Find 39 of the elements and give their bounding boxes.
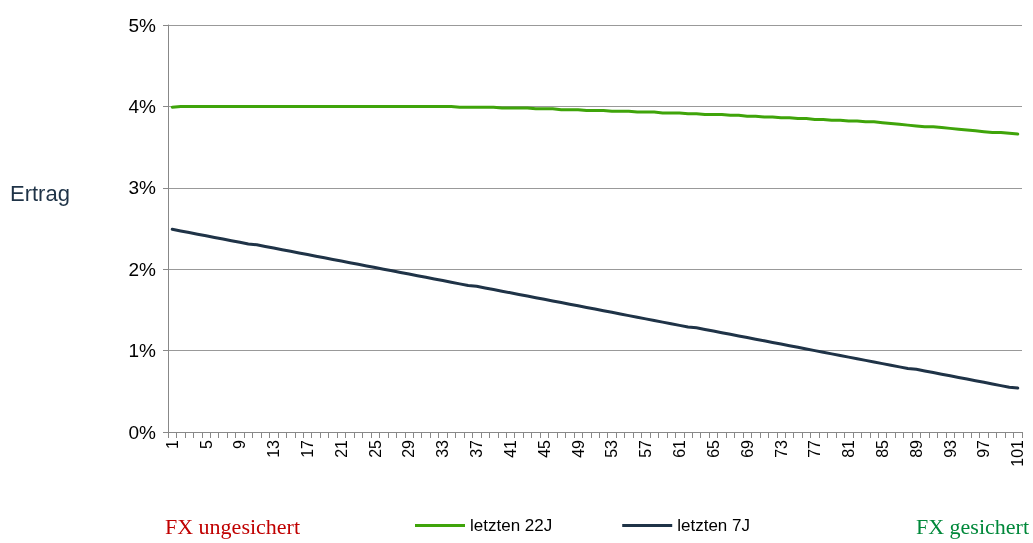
legend-label: letzten 7J bbox=[677, 516, 750, 535]
y-tick-label: 4% bbox=[128, 95, 157, 117]
x-tick-label: 49 bbox=[569, 439, 587, 458]
x-tick-label: 1 bbox=[163, 439, 181, 449]
x-tick-label: 85 bbox=[873, 439, 891, 458]
y-axis-title: Ertrag bbox=[10, 180, 70, 206]
text: FX ungesichert bbox=[165, 513, 301, 539]
y-tick-label: 2% bbox=[128, 258, 157, 280]
x-tick-label: 61 bbox=[671, 439, 689, 458]
x-tick-label: 57 bbox=[637, 439, 655, 458]
y-tick-label: 3% bbox=[128, 177, 157, 199]
x-tick-label: 33 bbox=[434, 439, 452, 458]
x-tick-label: 17 bbox=[299, 439, 317, 458]
x-tick-label: 21 bbox=[332, 439, 350, 458]
x-tick-label: 9 bbox=[231, 439, 249, 449]
y-tick-label: 5% bbox=[128, 14, 157, 36]
line-series bbox=[170, 104, 1020, 136]
x-tick-label: 37 bbox=[468, 439, 486, 458]
x-tick-label: 25 bbox=[366, 439, 384, 458]
x-tick-label: 45 bbox=[535, 439, 553, 458]
x-tick-label: 73 bbox=[772, 439, 790, 458]
x-tick-label: 13 bbox=[265, 439, 283, 458]
x-tick-label: 29 bbox=[400, 439, 418, 458]
x-tick-label: 97 bbox=[975, 439, 993, 458]
x-tick-label: 77 bbox=[806, 439, 824, 458]
x-tick-label: 69 bbox=[738, 439, 756, 458]
line-series bbox=[170, 227, 1020, 390]
x-tick-label: 65 bbox=[704, 439, 722, 458]
x-tick-label: 101 bbox=[1009, 439, 1027, 467]
x-tick-label: 81 bbox=[840, 439, 858, 458]
x-tick-label: 5 bbox=[197, 439, 215, 449]
x-tick-label: 41 bbox=[501, 439, 519, 458]
legend-label: letzten 22J bbox=[470, 516, 553, 535]
x-tick-label: 93 bbox=[941, 439, 959, 458]
x-tick-label: 89 bbox=[907, 439, 925, 458]
y-tick-label: 0% bbox=[128, 421, 157, 443]
y-tick-label: 1% bbox=[128, 340, 157, 362]
x-tick-label: 53 bbox=[603, 439, 621, 458]
text: FX gesichert bbox=[915, 513, 1029, 539]
